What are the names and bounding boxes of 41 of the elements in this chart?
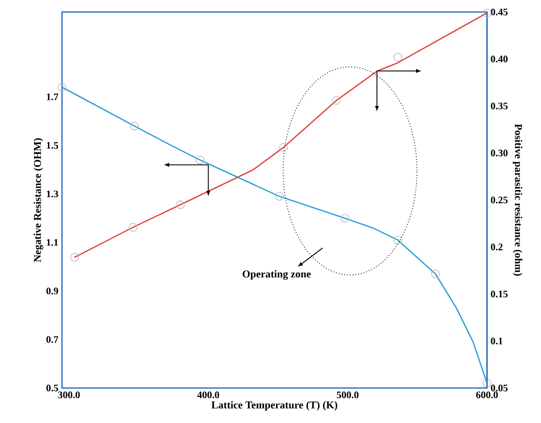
y-tick-label: 0.7 xyxy=(46,336,58,343)
y2-tick-label: 0.1 xyxy=(490,338,502,344)
y-tick-label: 1.7 xyxy=(46,94,58,100)
x-tick-label: 300.0 xyxy=(58,392,80,398)
y2-tick-label: 0.05 xyxy=(490,384,508,392)
point xyxy=(70,253,79,262)
point xyxy=(431,270,440,278)
point xyxy=(482,378,492,388)
y2-tick-label: 0.40 xyxy=(490,56,508,62)
x-tick-label: 500.0 xyxy=(336,392,358,398)
point xyxy=(279,143,288,152)
line-series xyxy=(61,86,488,384)
point xyxy=(130,122,139,130)
point xyxy=(393,52,402,62)
y2-tick-label: 0.30 xyxy=(490,150,508,156)
y2-tick-label: 0.45 xyxy=(490,8,508,16)
annotation: Operating zone xyxy=(242,270,311,280)
y-tick-label: 1.1 xyxy=(46,239,58,246)
point xyxy=(58,82,66,92)
point xyxy=(482,8,492,18)
y2-axis-title: Positive parasitic resistance (ohm) xyxy=(512,124,522,276)
y-axis-title: Negative Resistance (OHM) xyxy=(34,138,44,262)
y2-tick-label: 0.15 xyxy=(490,290,508,298)
x-tick-label: 400.0 xyxy=(197,392,220,398)
point xyxy=(128,222,138,232)
y-tick-label: 0.9 xyxy=(46,288,58,294)
point xyxy=(275,192,284,201)
y2-tick-label: 0.2 xyxy=(490,244,503,250)
y-tick-label: 0.5 xyxy=(46,384,58,392)
y-tick-label: 1.5 xyxy=(46,142,58,149)
point xyxy=(332,96,341,105)
x-tick-label: 600.0 xyxy=(476,392,498,398)
point xyxy=(196,156,204,164)
y2-tick-label: 0.25 xyxy=(490,196,508,204)
point xyxy=(176,200,185,210)
y2-tick-label: 0.35 xyxy=(490,102,508,110)
point xyxy=(393,236,402,244)
y-tick-label: 1.3 xyxy=(46,190,58,198)
point xyxy=(340,214,350,223)
x-axis-title: Lattice Temperature (T) (K) xyxy=(211,401,338,411)
line-series xyxy=(74,12,488,258)
